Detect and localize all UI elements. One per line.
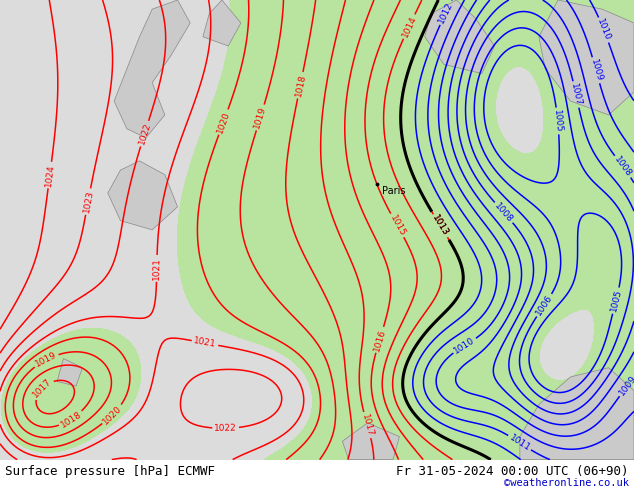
Text: 1005: 1005	[552, 109, 564, 133]
Text: 1007: 1007	[569, 82, 583, 107]
Text: 1024: 1024	[44, 163, 56, 187]
Text: 1008: 1008	[493, 201, 515, 224]
Text: 1006: 1006	[534, 293, 554, 318]
Text: 1019: 1019	[253, 105, 268, 130]
Text: 1023: 1023	[82, 190, 94, 214]
Text: 1021: 1021	[193, 337, 217, 349]
Text: 1020: 1020	[216, 110, 231, 134]
Text: 1018: 1018	[294, 73, 307, 98]
Text: 1005: 1005	[609, 289, 623, 313]
Text: 1020: 1020	[101, 403, 124, 426]
Text: 1019: 1019	[34, 350, 58, 369]
Text: 1009: 1009	[617, 373, 634, 397]
Text: Fr 31-05-2024 00:00 UTC (06+90): Fr 31-05-2024 00:00 UTC (06+90)	[396, 465, 629, 478]
Text: Paris: Paris	[382, 186, 406, 196]
Text: ©weatheronline.co.uk: ©weatheronline.co.uk	[504, 478, 629, 489]
Text: 1008: 1008	[612, 155, 633, 178]
Polygon shape	[108, 161, 178, 230]
Text: 1022: 1022	[214, 423, 237, 433]
Text: 1014: 1014	[400, 14, 418, 39]
Text: 1010: 1010	[453, 336, 477, 356]
Polygon shape	[114, 0, 190, 138]
Text: 1011: 1011	[507, 433, 532, 453]
Text: 1017: 1017	[360, 413, 375, 438]
Text: 1010: 1010	[595, 18, 612, 42]
Text: 1018: 1018	[59, 409, 83, 429]
Polygon shape	[203, 0, 241, 46]
Text: 1013: 1013	[430, 214, 450, 238]
Text: 1022: 1022	[137, 122, 152, 146]
Polygon shape	[342, 423, 399, 460]
Text: 1009: 1009	[588, 58, 604, 82]
Text: Surface pressure [hPa] ECMWF: Surface pressure [hPa] ECMWF	[5, 465, 215, 478]
Polygon shape	[520, 368, 634, 460]
Text: 1015: 1015	[388, 213, 407, 238]
Text: 1013: 1013	[430, 214, 450, 238]
Text: 1016: 1016	[372, 327, 387, 352]
Polygon shape	[57, 359, 82, 386]
Text: 1021: 1021	[152, 257, 162, 280]
Text: 1017: 1017	[31, 377, 53, 400]
Polygon shape	[425, 0, 495, 74]
Polygon shape	[539, 0, 634, 115]
Text: 1012: 1012	[437, 0, 455, 25]
